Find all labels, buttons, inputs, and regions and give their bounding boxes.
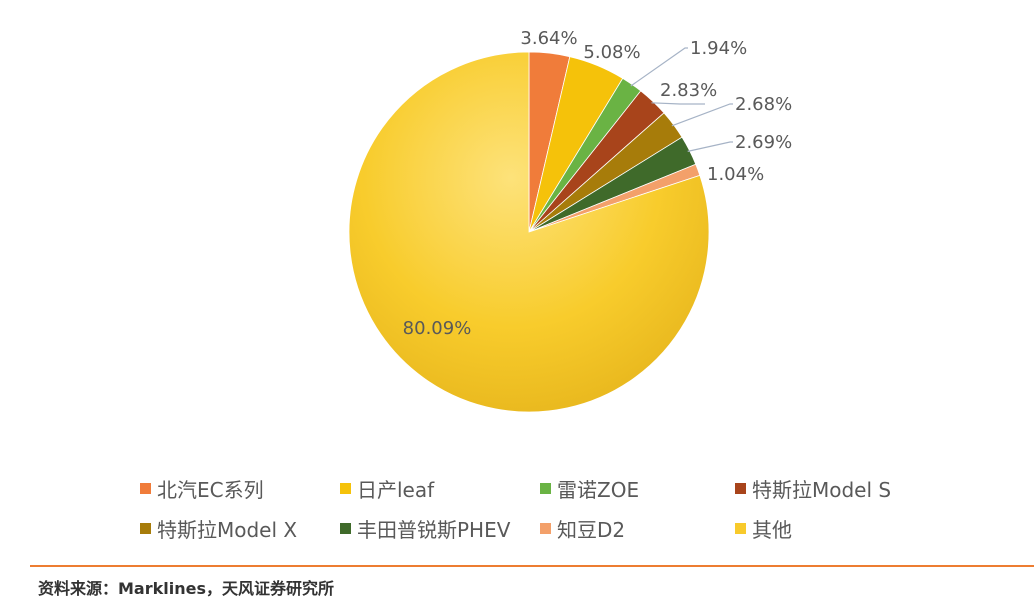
data-label: 1.94% bbox=[690, 38, 747, 59]
legend-swatch bbox=[340, 522, 351, 534]
legend-swatch bbox=[340, 482, 351, 494]
legend-item: 特斯拉Model X bbox=[140, 514, 340, 542]
legend-item: 丰田普锐斯PHEV bbox=[340, 514, 540, 542]
divider bbox=[30, 565, 1034, 567]
legend-label: 知豆D2 bbox=[557, 517, 626, 542]
legend-swatch bbox=[735, 482, 746, 494]
legend-item: 日产leaf bbox=[340, 474, 540, 502]
leader-line bbox=[630, 47, 688, 87]
legend-label: 雷诺ZOE bbox=[557, 477, 640, 502]
legend-item: 特斯拉Model S bbox=[735, 474, 955, 502]
legend-label: 丰田普锐斯PHEV bbox=[357, 517, 511, 542]
pie-slice bbox=[348, 51, 710, 413]
data-label: 5.08% bbox=[583, 42, 640, 63]
data-label: 3.64% bbox=[520, 28, 577, 49]
source-note: 资料来源：Marklines，天风证券研究所 bbox=[38, 579, 334, 598]
data-labels: 3.64% 5.08% 1.94% 2.83% 2.68% 2.69% 1.04% 80.09… bbox=[403, 28, 793, 339]
legend-label: 特斯拉Model X bbox=[157, 517, 298, 542]
leader-lines bbox=[630, 47, 733, 152]
legend-item: 北汽EC系列 bbox=[140, 474, 340, 502]
legend-label: 日产leaf bbox=[357, 477, 435, 502]
data-label: 80.09% bbox=[403, 318, 472, 339]
pie-chart: 3.64% 5.08% 1.94% 2.83% 2.68% 2.69% 1.04% 80.09… bbox=[348, 28, 793, 413]
data-label: 1.04% bbox=[707, 164, 764, 185]
legend-swatch bbox=[735, 522, 746, 534]
data-label: 2.83% bbox=[660, 80, 717, 101]
legend-swatch bbox=[540, 482, 551, 494]
legend-label: 特斯拉Model S bbox=[752, 477, 892, 502]
legend-swatch bbox=[140, 522, 151, 534]
legend-label: 北汽EC系列 bbox=[157, 477, 264, 502]
leader-line bbox=[671, 103, 733, 127]
legend-item: 其他 bbox=[735, 514, 955, 542]
legend-label: 其他 bbox=[752, 517, 792, 542]
legend-item: 雷诺ZOE bbox=[540, 474, 735, 502]
leader-line bbox=[687, 141, 733, 152]
legend-item: 知豆D2 bbox=[540, 514, 735, 542]
legend-swatch bbox=[540, 522, 551, 534]
legend: 北汽EC系列 日产leaf 雷诺ZOE 特斯拉Model S 特斯拉Model X 丰田普… bbox=[140, 474, 1020, 542]
pie-slices bbox=[348, 51, 710, 413]
legend-swatch bbox=[140, 482, 151, 494]
data-label: 2.68% bbox=[735, 94, 792, 115]
data-label: 2.69% bbox=[735, 132, 792, 153]
leader-line bbox=[651, 102, 705, 105]
